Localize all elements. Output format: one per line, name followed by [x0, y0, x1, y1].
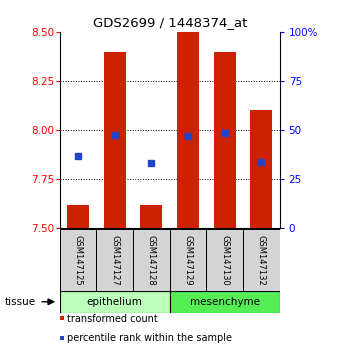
Bar: [243, 229, 280, 292]
Text: GSM147128: GSM147128: [147, 235, 156, 286]
Text: GSM147125: GSM147125: [74, 235, 83, 286]
Text: tissue: tissue: [5, 297, 36, 307]
Bar: [250, 110, 272, 228]
Text: GSM147130: GSM147130: [220, 235, 229, 286]
Bar: [169, 229, 206, 292]
Text: GSM147132: GSM147132: [257, 235, 266, 286]
Bar: [206, 229, 243, 292]
Bar: [96, 229, 133, 292]
Bar: [177, 32, 199, 228]
Text: epithelium: epithelium: [87, 297, 143, 307]
Text: GDS2699 / 1448374_at: GDS2699 / 1448374_at: [93, 16, 248, 29]
Bar: [213, 51, 236, 228]
Text: GSM147127: GSM147127: [110, 235, 119, 286]
Text: GSM147129: GSM147129: [183, 235, 192, 286]
Bar: [67, 205, 89, 228]
Text: percentile rank within the sample: percentile rank within the sample: [67, 333, 232, 343]
Text: transformed count: transformed count: [67, 314, 158, 324]
Bar: [140, 205, 162, 228]
Bar: [60, 229, 96, 292]
Bar: [60, 291, 169, 313]
Bar: [133, 229, 170, 292]
Bar: [104, 51, 125, 228]
Bar: [169, 291, 280, 313]
Text: mesenchyme: mesenchyme: [190, 297, 260, 307]
